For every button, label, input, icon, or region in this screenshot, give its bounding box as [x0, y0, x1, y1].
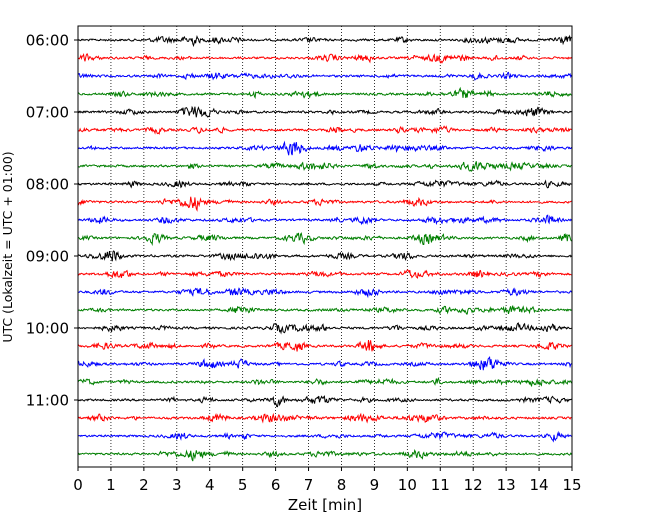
- trace-line: [77, 140, 572, 156]
- x-tick-label: 4: [205, 476, 215, 494]
- trace-line: [77, 196, 572, 212]
- trace-line: [77, 214, 572, 226]
- y-axis-ticks: 06:00 07:00 08:00 09:00 10:00 11:00: [26, 32, 78, 410]
- trace-line: [77, 305, 572, 315]
- trace-line: [77, 376, 572, 388]
- plot-frame: [77, 25, 573, 468]
- y-tick-label: 08:00: [26, 176, 69, 194]
- trace-line: [77, 340, 572, 352]
- x-tick-label: 11: [431, 476, 450, 494]
- trace-line: [77, 34, 572, 48]
- trace-line: [77, 105, 572, 118]
- y-tick-label: 11:00: [26, 392, 69, 410]
- y-tick-label: 10:00: [26, 320, 69, 338]
- y-tick-label: 09:00: [26, 248, 69, 266]
- x-tick-label: 3: [172, 476, 182, 494]
- trace-line: [77, 161, 572, 172]
- trace-line: [77, 52, 572, 64]
- x-tick-label: 2: [139, 476, 149, 494]
- trace-line: [77, 412, 572, 424]
- x-axis-title: Zeit [min]: [288, 496, 362, 514]
- trace-line: [77, 430, 572, 443]
- y-tick-label: 07:00: [26, 104, 69, 122]
- trace-line: [77, 287, 572, 299]
- trace-line: [77, 71, 572, 81]
- x-tick-label: 8: [337, 476, 347, 494]
- seismic-traces: [77, 34, 572, 462]
- x-tick-label: 9: [370, 476, 380, 494]
- trace-line: [77, 395, 572, 408]
- trace-line: [77, 179, 572, 189]
- x-tick-label: 15: [562, 476, 581, 494]
- x-tick-label: 0: [73, 476, 83, 494]
- trace-line: [77, 232, 572, 247]
- x-tick-label: 1: [106, 476, 116, 494]
- x-tick-label: 14: [530, 476, 549, 494]
- x-axis-ticks: 0 1 2 3 4 5 6 7 8 9 10 11 12 13 14 15: [73, 467, 582, 494]
- x-tick-label: 13: [497, 476, 516, 494]
- x-tick-label: 10: [398, 476, 417, 494]
- trace-line: [77, 250, 572, 262]
- trace-line: [77, 322, 572, 335]
- y-axis-title: UTC (Lokalzeit = UTC + 01:00): [0, 151, 15, 342]
- x-tick-label: 6: [271, 476, 281, 494]
- trace-line: [77, 86, 572, 100]
- trace-line: [77, 355, 572, 371]
- y-tick-label: 06:00: [26, 32, 69, 50]
- trace-line: [77, 125, 572, 135]
- x-tick-label: 7: [304, 476, 314, 494]
- x-tick-label: 12: [464, 476, 483, 494]
- trace-line: [77, 448, 572, 462]
- trace-line: [77, 269, 572, 279]
- x-tick-label: 5: [238, 476, 248, 494]
